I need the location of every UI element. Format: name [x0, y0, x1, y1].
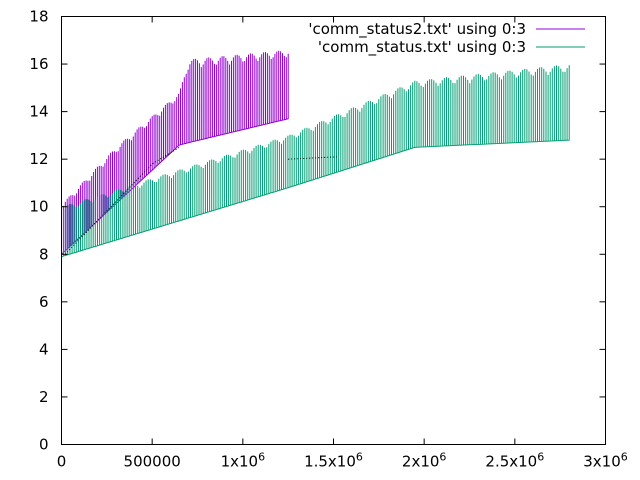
legend-item: 'comm_status2.txt' using 0:3 [308, 20, 585, 39]
y-tick-label: 4 [39, 340, 49, 358]
y-tick-label: 0 [39, 436, 49, 454]
legend-item: 'comm_status.txt' using 0:3 [318, 38, 585, 57]
y-tick-label: 12 [29, 150, 48, 168]
x-tick-label: 500000 [124, 453, 181, 471]
legend: 'comm_status2.txt' using 0:3'comm_status… [308, 20, 585, 57]
series-line [61, 65, 570, 258]
y-tick-label: 10 [29, 198, 48, 216]
x-tick-label: 2.5x106 [485, 451, 544, 471]
x-tick-label: 3x106 [583, 451, 628, 471]
y-tick-label: 18 [29, 8, 48, 26]
y-tick-label: 14 [29, 103, 48, 121]
series-2 [64, 146, 338, 255]
x-tick-label: 0 [57, 453, 67, 471]
y-tick-label: 2 [39, 388, 49, 406]
y-tick-label: 16 [29, 55, 48, 73]
x-tick-label: 2x106 [402, 451, 447, 471]
series-1 [61, 65, 570, 258]
y-tick-label: 6 [39, 293, 49, 311]
x-tick-label: 1x106 [221, 451, 266, 471]
x-tick-label: 1.5x106 [304, 451, 363, 471]
series-layer [61, 50, 570, 258]
dotted-segment [288, 156, 338, 160]
y-tick-label: 8 [39, 245, 49, 263]
legend-label: 'comm_status.txt' using 0:3 [318, 38, 526, 57]
axis-ticks: 0 500000 1x106 1.5x106 2x106 2.5x106 3x106 0 2 4 6… [29, 8, 627, 471]
legend-label: 'comm_status2.txt' using 0:3 [308, 20, 526, 39]
